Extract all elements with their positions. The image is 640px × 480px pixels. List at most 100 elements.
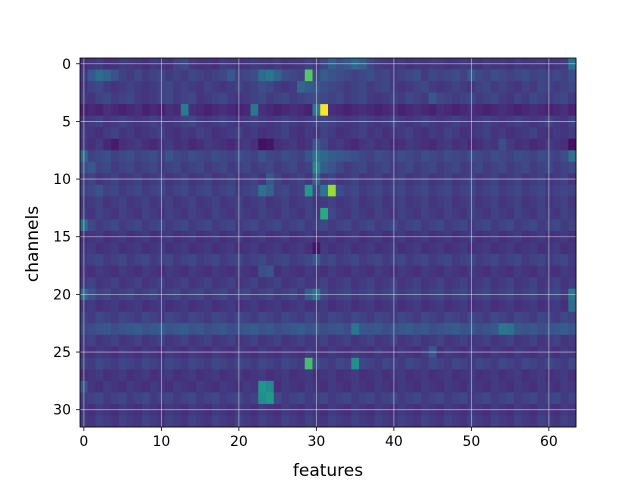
heatmap-cell xyxy=(452,138,461,151)
heatmap-cell xyxy=(289,196,298,209)
heatmap-cell xyxy=(328,184,337,197)
heatmap-cell xyxy=(452,104,461,117)
heatmap-cell xyxy=(273,138,282,151)
heatmap-cell xyxy=(529,254,538,266)
heatmap-cell xyxy=(506,357,515,370)
heatmap-cell xyxy=(219,334,228,347)
heatmap-cell xyxy=(529,334,538,347)
heatmap-cell xyxy=(219,207,228,220)
heatmap-cell xyxy=(521,69,530,82)
heatmap-cell xyxy=(560,161,569,174)
heatmap-cell xyxy=(552,334,561,347)
heatmap-cell xyxy=(436,127,445,140)
heatmap-cell xyxy=(103,184,112,197)
heatmap-cell xyxy=(328,69,337,82)
heatmap-cell xyxy=(506,138,515,151)
heatmap-cell xyxy=(452,242,461,255)
heatmap-cell xyxy=(483,334,492,347)
heatmap-cell xyxy=(436,242,445,255)
heatmap-cell xyxy=(204,127,213,140)
heatmap-cell xyxy=(498,161,507,174)
heatmap-cell xyxy=(328,104,337,117)
heatmap-cell xyxy=(444,323,453,336)
heatmap-cell xyxy=(297,357,306,370)
heatmap-cell xyxy=(165,311,174,324)
heatmap-cell xyxy=(335,323,344,336)
heatmap-cell xyxy=(126,323,135,336)
heatmap-cell xyxy=(118,392,127,405)
heatmap-cell xyxy=(242,311,251,324)
heatmap-cell xyxy=(227,81,236,93)
heatmap-cell xyxy=(436,323,445,336)
heatmap-cell xyxy=(266,380,275,393)
heatmap-cell xyxy=(258,161,267,174)
heatmap-cell xyxy=(359,69,368,82)
heatmap-cell xyxy=(142,357,151,370)
heatmap-cell xyxy=(413,138,422,151)
heatmap-cell xyxy=(335,380,344,393)
heatmap-cell xyxy=(560,242,569,255)
heatmap-cell xyxy=(328,300,337,313)
heatmap-cell xyxy=(436,311,445,324)
heatmap-cell xyxy=(343,92,352,105)
heatmap-cell xyxy=(95,69,104,82)
heatmap-cell xyxy=(95,161,104,174)
heatmap-cell xyxy=(397,415,406,428)
heatmap-cell xyxy=(196,184,205,197)
heatmap-cell xyxy=(111,323,120,336)
heatmap-cell xyxy=(351,369,360,382)
heatmap-cell xyxy=(483,369,492,382)
heatmap-cell xyxy=(405,207,414,220)
heatmap-cell xyxy=(281,334,290,347)
heatmap-cell xyxy=(134,277,143,290)
heatmap-cell xyxy=(320,300,329,313)
heatmap-cell xyxy=(281,357,290,370)
heatmap-cell xyxy=(134,150,143,163)
heatmap-cell xyxy=(397,265,406,278)
heatmap-cell xyxy=(211,277,220,290)
heatmap-cell xyxy=(273,219,282,232)
heatmap-cell xyxy=(242,207,251,220)
heatmap-cell xyxy=(444,300,453,313)
heatmap-cell xyxy=(537,415,546,428)
heatmap-cell xyxy=(475,277,484,290)
plot-frame xyxy=(79,57,577,428)
heatmap-cell xyxy=(405,184,414,197)
heatmap-cell xyxy=(250,150,259,163)
heatmap-cell xyxy=(506,184,515,197)
heatmap-cell xyxy=(273,242,282,255)
heatmap-cell xyxy=(173,104,182,117)
heatmap-cell xyxy=(382,92,391,105)
heatmap-cell xyxy=(552,323,561,336)
heatmap-cell xyxy=(514,219,523,232)
heatmap-cell xyxy=(87,69,96,82)
heatmap-cell xyxy=(111,219,120,232)
heatmap-cell xyxy=(529,184,538,197)
heatmap-cell xyxy=(537,138,546,151)
heatmap-cell xyxy=(343,277,352,290)
heatmap-cell xyxy=(126,265,135,278)
heatmap-cell xyxy=(444,254,453,266)
heatmap-cell xyxy=(413,219,422,232)
heatmap-cell xyxy=(87,277,96,290)
heatmap-cell xyxy=(227,242,236,255)
heatmap-cell xyxy=(436,277,445,290)
heatmap-cell xyxy=(142,380,151,393)
heatmap-cell xyxy=(382,127,391,140)
heatmap-cell xyxy=(95,184,104,197)
heatmap-cell xyxy=(118,150,127,163)
heatmap-cell xyxy=(126,150,135,163)
heatmap-cell xyxy=(366,219,375,232)
heatmap-cell xyxy=(506,219,515,232)
heatmap-cell xyxy=(266,265,275,278)
heatmap-cell xyxy=(490,369,499,382)
heatmap-cell xyxy=(304,277,313,290)
heatmap-cell xyxy=(335,69,344,82)
heatmap-cell xyxy=(281,207,290,220)
heatmap-cell xyxy=(359,369,368,382)
heatmap-cell xyxy=(560,369,569,382)
heatmap-cell xyxy=(242,242,251,255)
heatmap-cell xyxy=(134,104,143,117)
heatmap-cell xyxy=(366,392,375,405)
heatmap-cell xyxy=(421,127,430,140)
